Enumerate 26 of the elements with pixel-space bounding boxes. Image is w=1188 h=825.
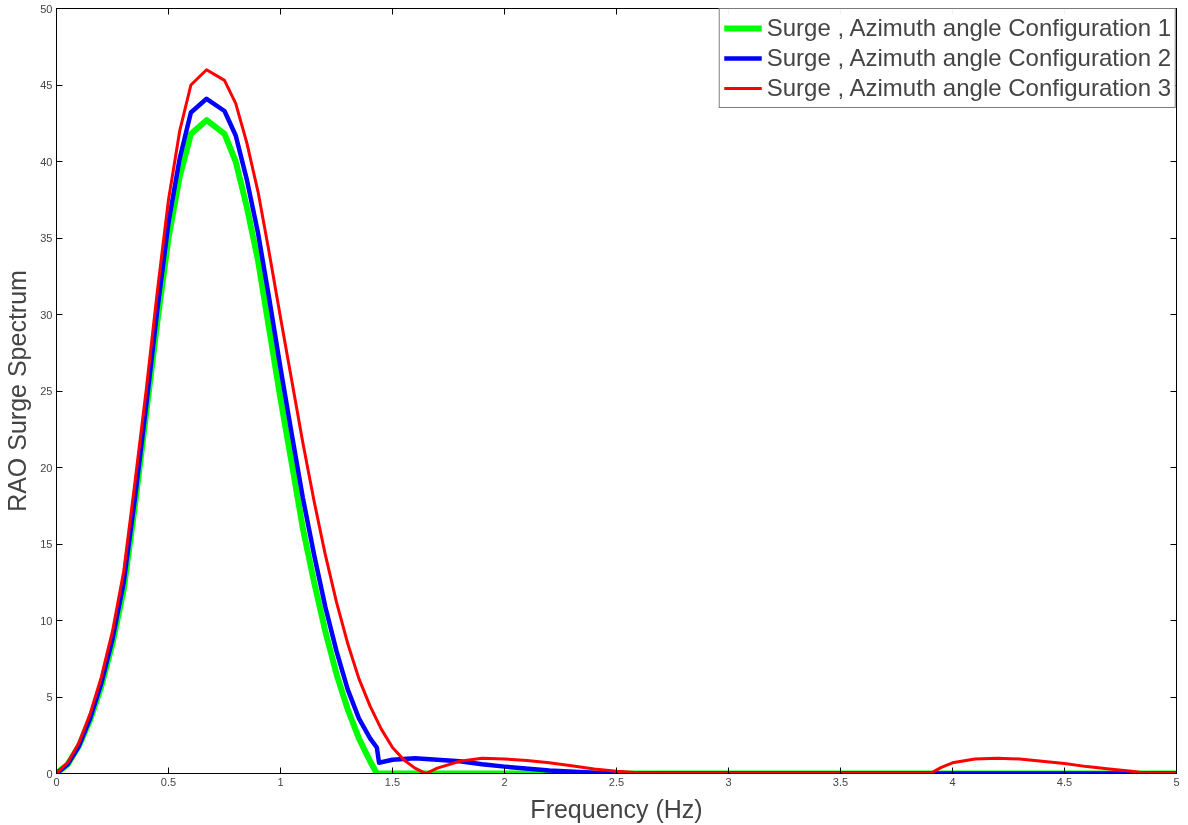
- y-tick-label: 0: [46, 767, 53, 780]
- y-tick-label: 10: [40, 614, 53, 627]
- legend-label: Surge , Azimuth angle Configuration 1: [766, 13, 1171, 43]
- y-tick-label: 25: [40, 385, 53, 397]
- y-tick-label: 20: [40, 461, 53, 474]
- y-tick-label: 40: [40, 155, 53, 168]
- x-tick-label: 0.5: [160, 775, 177, 788]
- x-axis-title: Frequency (Hz): [530, 794, 703, 823]
- x-tick-label: 3.5: [832, 775, 849, 788]
- y-tick-label: 50: [40, 2, 53, 15]
- y-tick-label: 45: [40, 79, 53, 91]
- legend-label: Surge , Azimuth angle Configuration 2: [766, 43, 1171, 73]
- x-tick-label: 2: [501, 775, 508, 788]
- y-tick-label: 35: [40, 232, 53, 244]
- x-tick-label: 1.5: [384, 775, 401, 788]
- legend-label: Surge , Azimuth angle Configuration 3: [766, 73, 1171, 103]
- x-tick-label: 3: [725, 775, 732, 788]
- x-tick-label: 1: [277, 775, 284, 788]
- x-tick-label: 4.5: [1056, 775, 1073, 788]
- x-tick-label: 4: [949, 775, 956, 788]
- y-axis-title: RAO Surge Spectrum: [3, 270, 32, 512]
- x-tick-label: 5: [1173, 775, 1180, 788]
- y-tick-label: 5: [46, 691, 53, 703]
- x-tick-label: 2.5: [608, 775, 625, 788]
- y-tick-label: 15: [40, 538, 53, 550]
- y-tick-label: 30: [40, 308, 53, 321]
